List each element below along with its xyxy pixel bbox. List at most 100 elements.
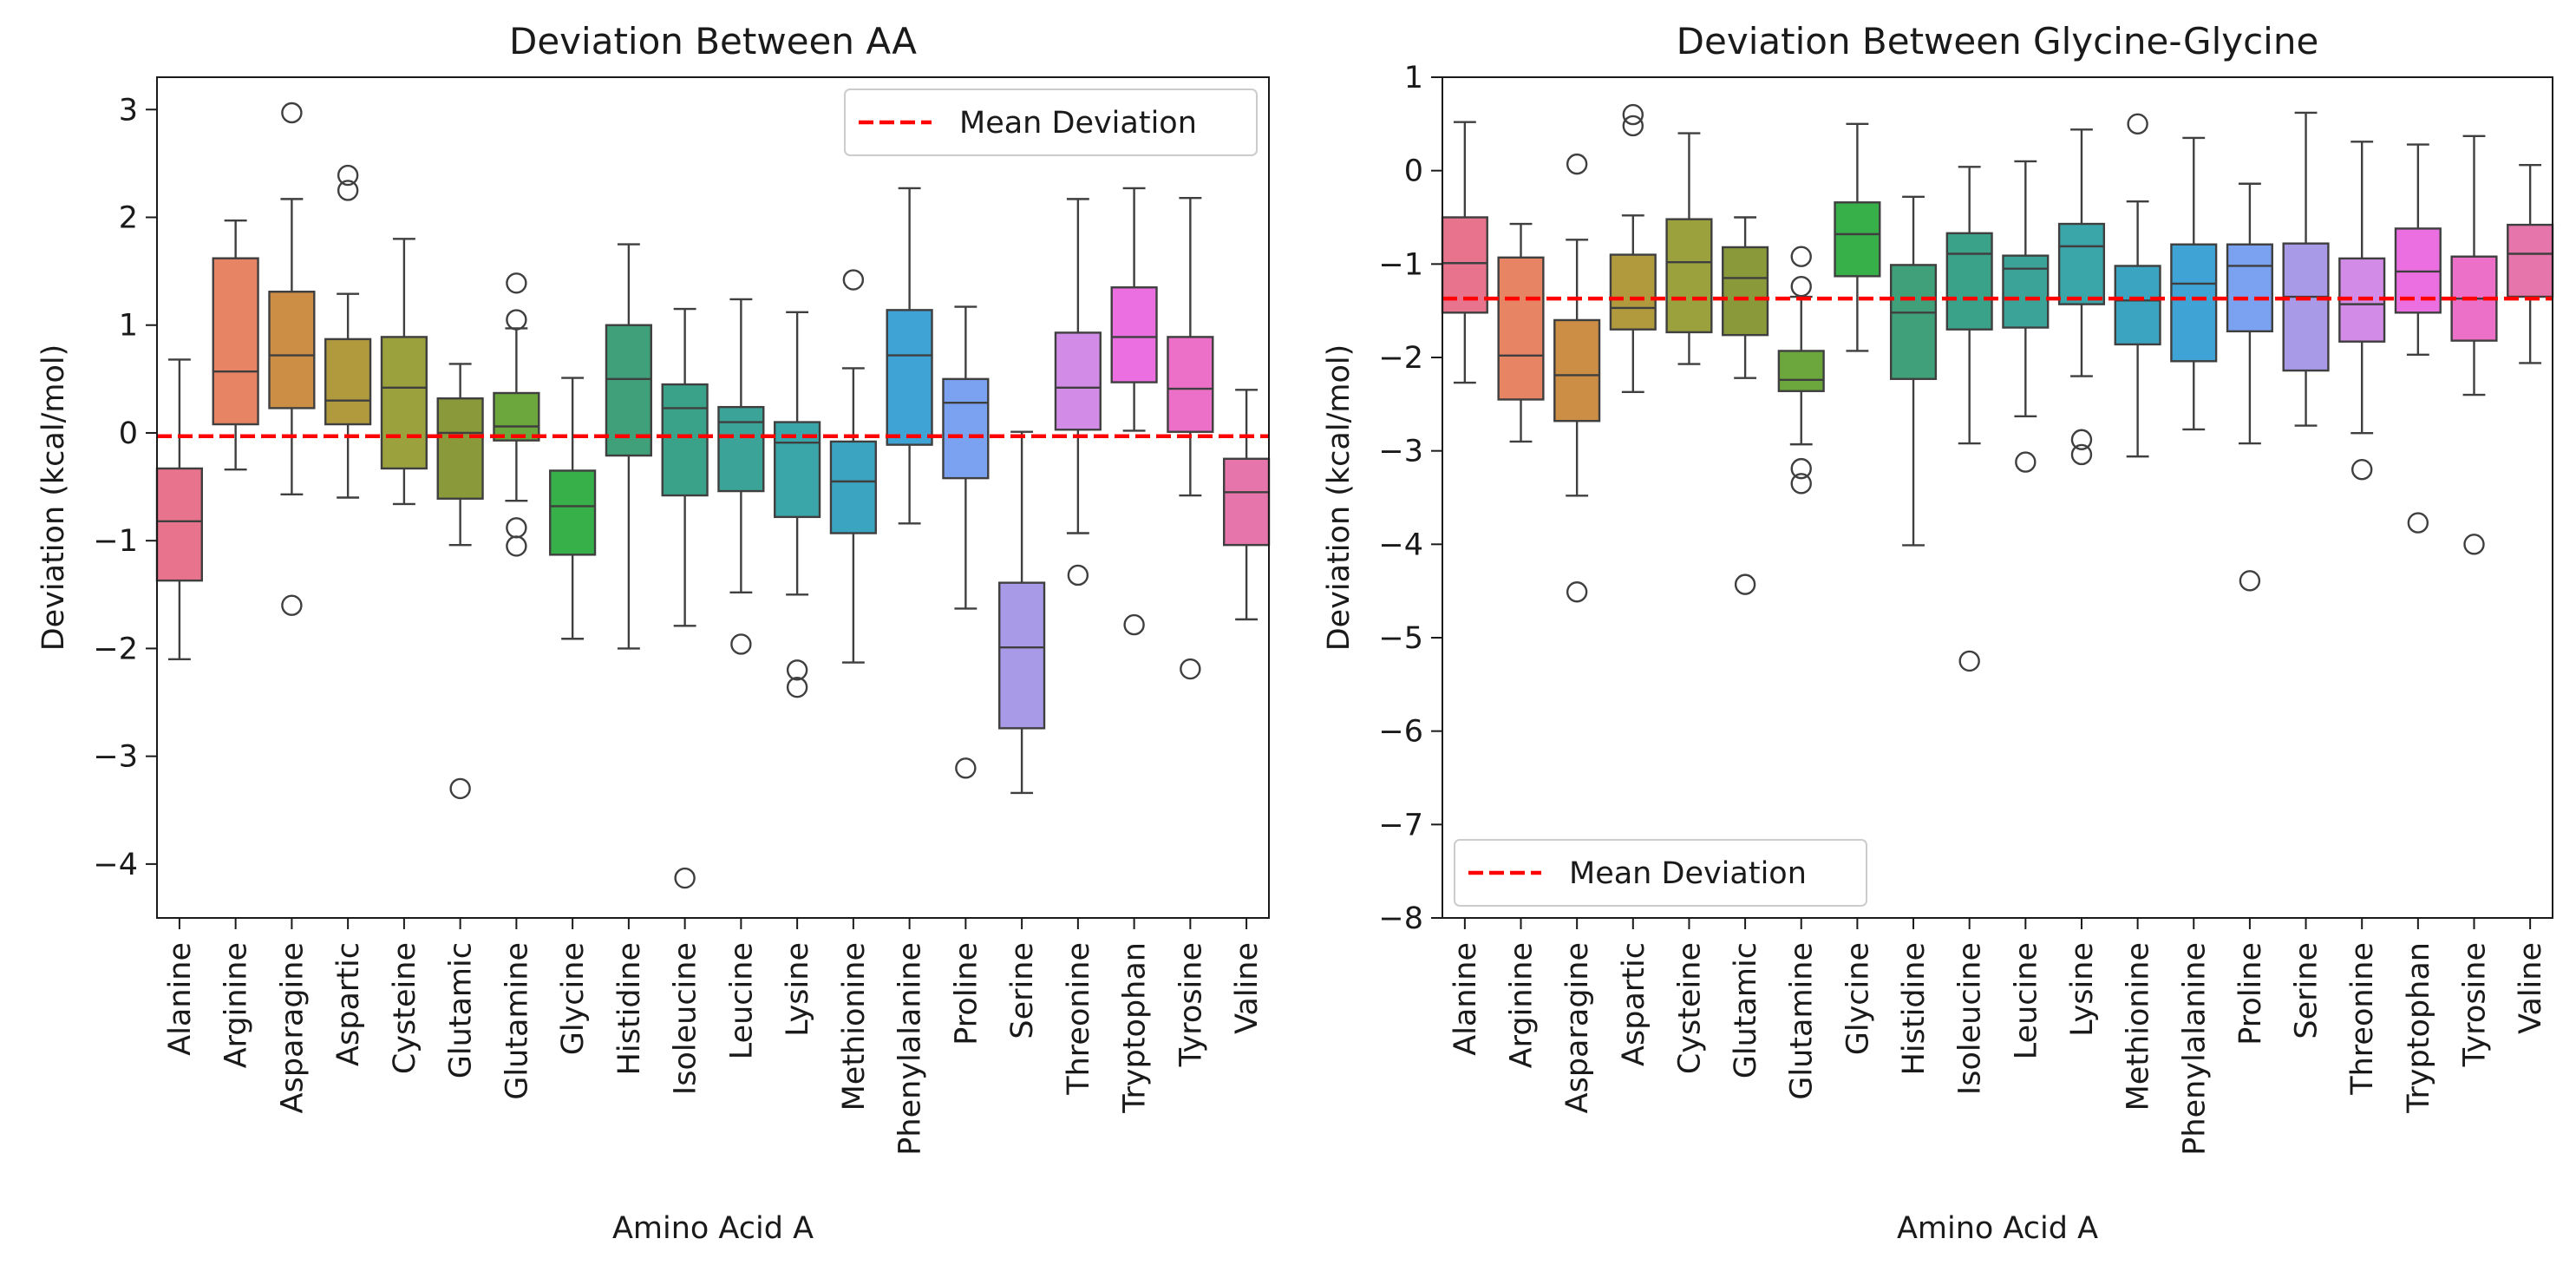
x-tick-label: Methionine bbox=[2122, 942, 2156, 1111]
box-outlier bbox=[1790, 473, 1812, 495]
plot-frame bbox=[1442, 76, 2553, 919]
x-tick-label: Cysteine bbox=[1672, 942, 1707, 1074]
box-tyrosine bbox=[1167, 196, 1214, 680]
x-axis-label: Amino Acid A bbox=[612, 1211, 814, 1246]
box-iqr bbox=[549, 469, 597, 556]
box-glutamine bbox=[493, 272, 540, 557]
x-tick-label: Aspartic bbox=[1617, 942, 1651, 1066]
box-iqr bbox=[212, 257, 259, 426]
box-iqr bbox=[1609, 253, 1657, 331]
x-tick-label: Valine bbox=[1230, 942, 1265, 1034]
y-tick-label: −1 bbox=[1378, 247, 1423, 282]
box-outlier bbox=[1790, 457, 1812, 480]
box-outlier bbox=[786, 676, 808, 698]
box-glutamic bbox=[1722, 216, 1769, 595]
x-tick-label: Tyrosine bbox=[1174, 942, 1208, 1067]
box-outlier bbox=[1566, 153, 1588, 175]
box-outlier bbox=[2070, 429, 2093, 450]
box-leucine bbox=[2002, 160, 2050, 473]
y-tick-label: 0 bbox=[1404, 154, 1423, 189]
box-iqr bbox=[1223, 457, 1271, 547]
plot-frame bbox=[156, 76, 1270, 919]
x-tick-label: Glycine bbox=[1840, 942, 1875, 1055]
y-axis-label: Deviation (kcal/mol) bbox=[1322, 344, 1357, 652]
box-outlier bbox=[1622, 115, 1644, 137]
box-methionine bbox=[829, 269, 877, 664]
box-iqr bbox=[1497, 256, 1545, 401]
y-tick-label: −6 bbox=[1378, 715, 1423, 750]
x-tick-label: Proline bbox=[949, 942, 984, 1045]
box-outlier bbox=[842, 269, 865, 291]
box-iqr bbox=[829, 440, 877, 534]
x-tick-label: Serine bbox=[1005, 942, 1040, 1039]
box-outlier bbox=[2407, 512, 2429, 534]
x-tick-label: Histidine bbox=[612, 942, 647, 1075]
box-aspartic bbox=[324, 164, 372, 499]
box-proline bbox=[942, 305, 990, 779]
box-outlier bbox=[955, 757, 977, 779]
x-tick-label: Cysteine bbox=[388, 942, 422, 1074]
box-iqr bbox=[1834, 201, 1881, 278]
box-outlier bbox=[1790, 246, 1812, 267]
x-axis-label: Amino Acid A bbox=[1897, 1211, 2098, 1246]
box-iqr bbox=[661, 383, 709, 497]
box-outlier bbox=[1180, 658, 1201, 680]
legend: Mean Deviation bbox=[844, 88, 1258, 156]
box-iqr bbox=[2282, 242, 2330, 372]
y-tick-label: −4 bbox=[1378, 528, 1423, 562]
x-tick-label: Asparagine bbox=[1560, 942, 1595, 1113]
box-leucine bbox=[717, 298, 765, 655]
box-iqr bbox=[380, 336, 428, 470]
y-tick-label: 0 bbox=[119, 416, 138, 451]
x-tick-label: Isoleucine bbox=[1953, 942, 1988, 1095]
x-tick-label: Glycine bbox=[556, 942, 591, 1055]
box-iqr bbox=[2507, 223, 2554, 298]
box-outlier bbox=[674, 867, 696, 889]
box-outlier bbox=[281, 102, 303, 124]
x-tick-label: Valine bbox=[2514, 942, 2548, 1034]
x-tick-label: Tryptophan bbox=[2402, 942, 2436, 1114]
x-tick-label: Phenylalanine bbox=[2177, 942, 2212, 1156]
box-phenylalanine bbox=[886, 187, 933, 525]
box-serine bbox=[2282, 111, 2330, 427]
box-iqr bbox=[1665, 218, 1713, 334]
box-aspartic bbox=[1609, 103, 1657, 394]
box-outlier bbox=[2351, 459, 2373, 481]
box-arginine bbox=[212, 220, 259, 471]
box-glycine bbox=[1834, 122, 1881, 352]
x-tick-label: Lysine bbox=[2065, 942, 2100, 1037]
box-outlier bbox=[2015, 451, 2037, 473]
x-tick-label: Histidine bbox=[1897, 942, 1932, 1075]
box-outlier bbox=[506, 535, 527, 557]
box-iqr bbox=[324, 338, 372, 426]
x-tick-label: Lysine bbox=[781, 942, 815, 1037]
box-iqr bbox=[268, 291, 316, 410]
y-tick-label: −2 bbox=[93, 632, 138, 666]
box-iqr bbox=[493, 391, 540, 442]
legend-box bbox=[1454, 839, 1867, 907]
box-outlier bbox=[506, 272, 527, 294]
box-outlier bbox=[786, 659, 808, 681]
x-tick-label: Threonine bbox=[1062, 942, 1096, 1096]
box-lysine bbox=[774, 311, 821, 698]
y-tick-label: 1 bbox=[1404, 61, 1423, 95]
box-lysine bbox=[2057, 128, 2106, 466]
box-isoleucine bbox=[661, 307, 709, 889]
y-tick-label: −7 bbox=[1378, 808, 1423, 842]
box-iqr bbox=[1889, 264, 1938, 380]
box-tryptophan bbox=[2394, 143, 2442, 534]
box-outlier bbox=[1790, 275, 1812, 298]
box-iqr bbox=[1777, 350, 1825, 392]
box-alanine bbox=[1441, 121, 1488, 384]
box-iqr bbox=[2226, 243, 2273, 333]
box-iqr bbox=[942, 377, 990, 480]
y-tick-label: 3 bbox=[119, 93, 138, 128]
x-tick-label: Phenylalanine bbox=[893, 942, 928, 1156]
box-outlier bbox=[2239, 570, 2261, 592]
box-iqr bbox=[998, 581, 1046, 730]
x-tick-label: Threonine bbox=[2345, 942, 2380, 1096]
box-iqr bbox=[155, 467, 203, 582]
box-isoleucine bbox=[1945, 166, 1993, 672]
box-iqr bbox=[1553, 318, 1601, 423]
